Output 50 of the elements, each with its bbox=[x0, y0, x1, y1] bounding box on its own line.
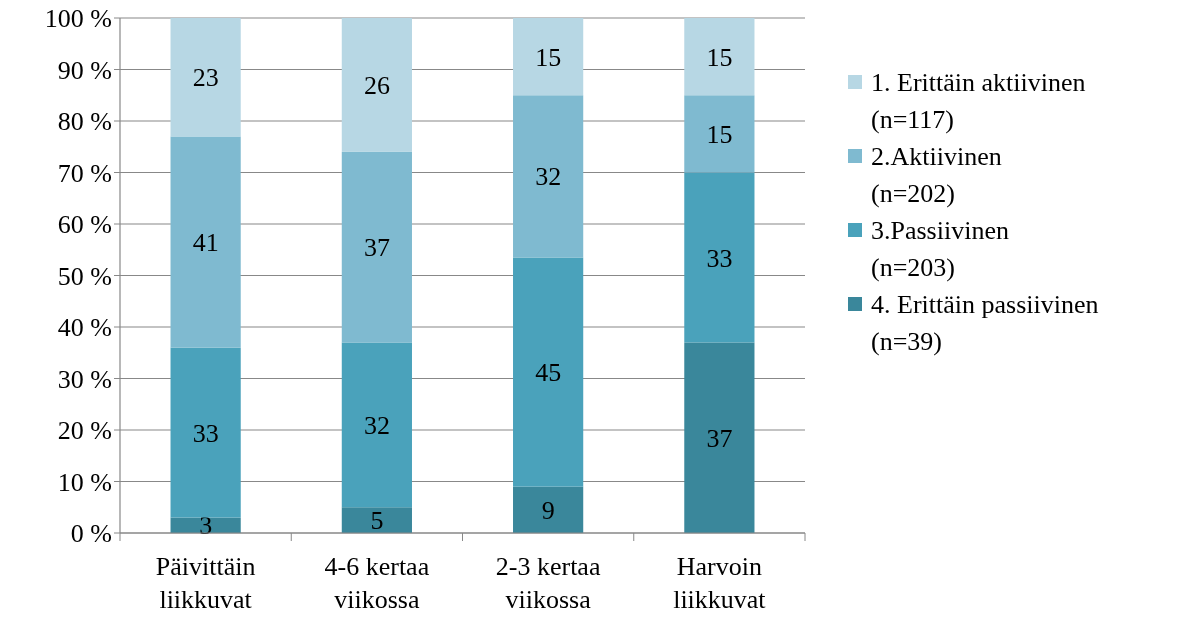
bar bbox=[341, 151, 412, 343]
data-label: 37 bbox=[363, 233, 390, 263]
bar bbox=[341, 507, 412, 533]
data-label: 3 bbox=[199, 511, 213, 541]
y-tick-label: 40 % bbox=[57, 313, 112, 343]
y-tick-label: 80 % bbox=[57, 107, 112, 137]
bar bbox=[513, 18, 584, 96]
bar bbox=[341, 342, 412, 508]
bar bbox=[684, 18, 755, 96]
data-label: 15 bbox=[706, 42, 733, 72]
bar bbox=[170, 136, 241, 348]
y-tick-label: 100 % bbox=[44, 4, 112, 34]
data-label: 23 bbox=[192, 63, 219, 93]
data-label: 26 bbox=[363, 71, 390, 101]
x-tick-label: 2-3 kertaa viikossa bbox=[495, 552, 601, 614]
bar bbox=[684, 342, 755, 533]
bar bbox=[341, 18, 412, 152]
y-tick-label: 60 % bbox=[57, 210, 112, 240]
x-tick-label: Harvoin liikkuvat bbox=[673, 552, 767, 614]
data-label: 5 bbox=[370, 506, 384, 536]
data-label: 37 bbox=[706, 423, 733, 453]
data-label: 33 bbox=[706, 243, 733, 273]
legend-label: 2.Aktiivinen (n=202) bbox=[871, 142, 1002, 209]
y-tick-label: 30 % bbox=[57, 364, 112, 394]
x-tick-label: Päivittäin liikkuvat bbox=[155, 552, 256, 614]
data-label: 32 bbox=[363, 410, 390, 440]
data-label: 15 bbox=[535, 42, 562, 72]
legend-label: 3.Passiivinen (n=203) bbox=[871, 216, 1009, 283]
data-label: 32 bbox=[535, 162, 562, 192]
bar bbox=[684, 172, 755, 343]
bar bbox=[684, 95, 755, 173]
bar bbox=[170, 18, 241, 137]
legend-label: 4. Erittäin passiivinen (n=39) bbox=[871, 290, 1099, 357]
bar bbox=[513, 95, 584, 258]
data-label: 45 bbox=[535, 358, 562, 388]
bar bbox=[513, 257, 584, 487]
bar bbox=[513, 486, 584, 533]
data-label: 9 bbox=[541, 495, 555, 525]
data-label: 33 bbox=[192, 418, 219, 448]
x-tick-label: 4-6 kertaa viikossa bbox=[324, 552, 430, 614]
y-tick-label: 50 % bbox=[57, 261, 112, 291]
y-tick-label: 0 % bbox=[70, 519, 112, 549]
y-tick-label: 70 % bbox=[57, 158, 112, 188]
y-tick-label: 10 % bbox=[57, 467, 112, 497]
legend-label: 1. Erittäin aktiivinen (n=117) bbox=[871, 68, 1086, 135]
bar bbox=[170, 347, 241, 518]
y-tick-label: 90 % bbox=[57, 55, 112, 85]
y-tick-label: 20 % bbox=[57, 416, 112, 446]
data-label: 41 bbox=[192, 228, 219, 258]
data-label: 15 bbox=[706, 119, 733, 149]
